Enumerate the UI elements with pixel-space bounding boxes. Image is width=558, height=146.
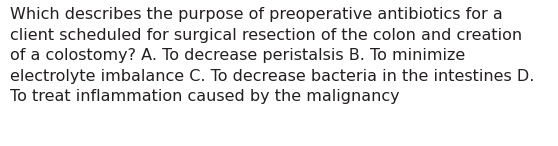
- Text: Which describes the purpose of preoperative antibiotics for a
client scheduled f: Which describes the purpose of preoperat…: [10, 7, 535, 104]
